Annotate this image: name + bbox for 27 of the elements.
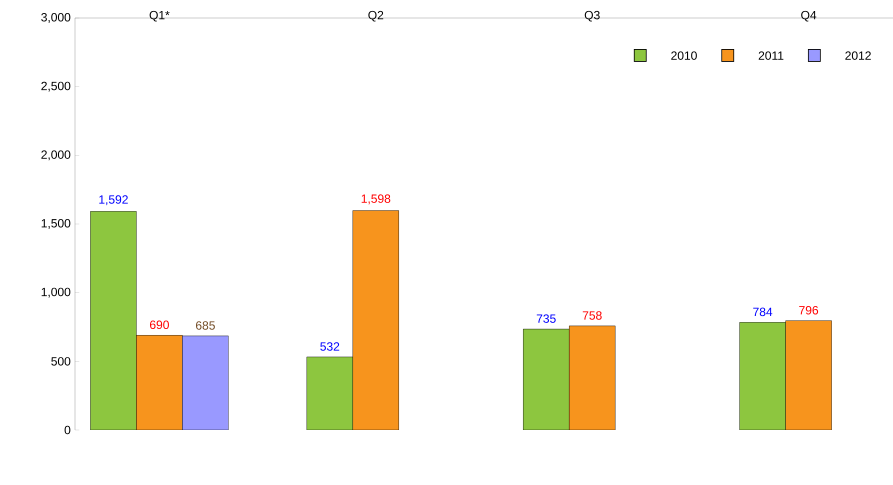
bar bbox=[90, 211, 137, 430]
data-label: 690 bbox=[150, 320, 169, 330]
legend-label: 2010 bbox=[671, 51, 697, 60]
x-tick-label: Q1* bbox=[150, 10, 170, 22]
data-label: 1,592 bbox=[99, 195, 128, 206]
x-tick-label: Q3 bbox=[584, 10, 600, 22]
data-label: 784 bbox=[753, 308, 772, 316]
y-tick-label: 500 bbox=[51, 357, 70, 366]
y-tick-label: 3,000 bbox=[41, 13, 70, 23]
data-label: 685 bbox=[196, 321, 215, 330]
legend-label: 2011 bbox=[758, 51, 784, 60]
bar bbox=[739, 322, 786, 430]
x-tick-label: Q4 bbox=[801, 10, 816, 22]
data-label: 796 bbox=[799, 306, 818, 314]
data-label: 532 bbox=[320, 342, 340, 351]
data-label: 735 bbox=[536, 314, 556, 323]
x-tick-label: Q2 bbox=[368, 10, 384, 22]
y-tick-label: 1,000 bbox=[42, 288, 70, 298]
y-tick-label: 1,500 bbox=[42, 219, 70, 229]
data-label: 1,598 bbox=[362, 194, 390, 204]
data-label: 758 bbox=[582, 311, 602, 320]
legend-label: 2012 bbox=[845, 51, 871, 60]
y-tick-label: 2,000 bbox=[41, 150, 70, 160]
y-tick-label: 0 bbox=[64, 426, 70, 434]
bar bbox=[523, 328, 570, 430]
y-tick-label: 2,500 bbox=[41, 82, 70, 92]
bar bbox=[306, 356, 354, 430]
